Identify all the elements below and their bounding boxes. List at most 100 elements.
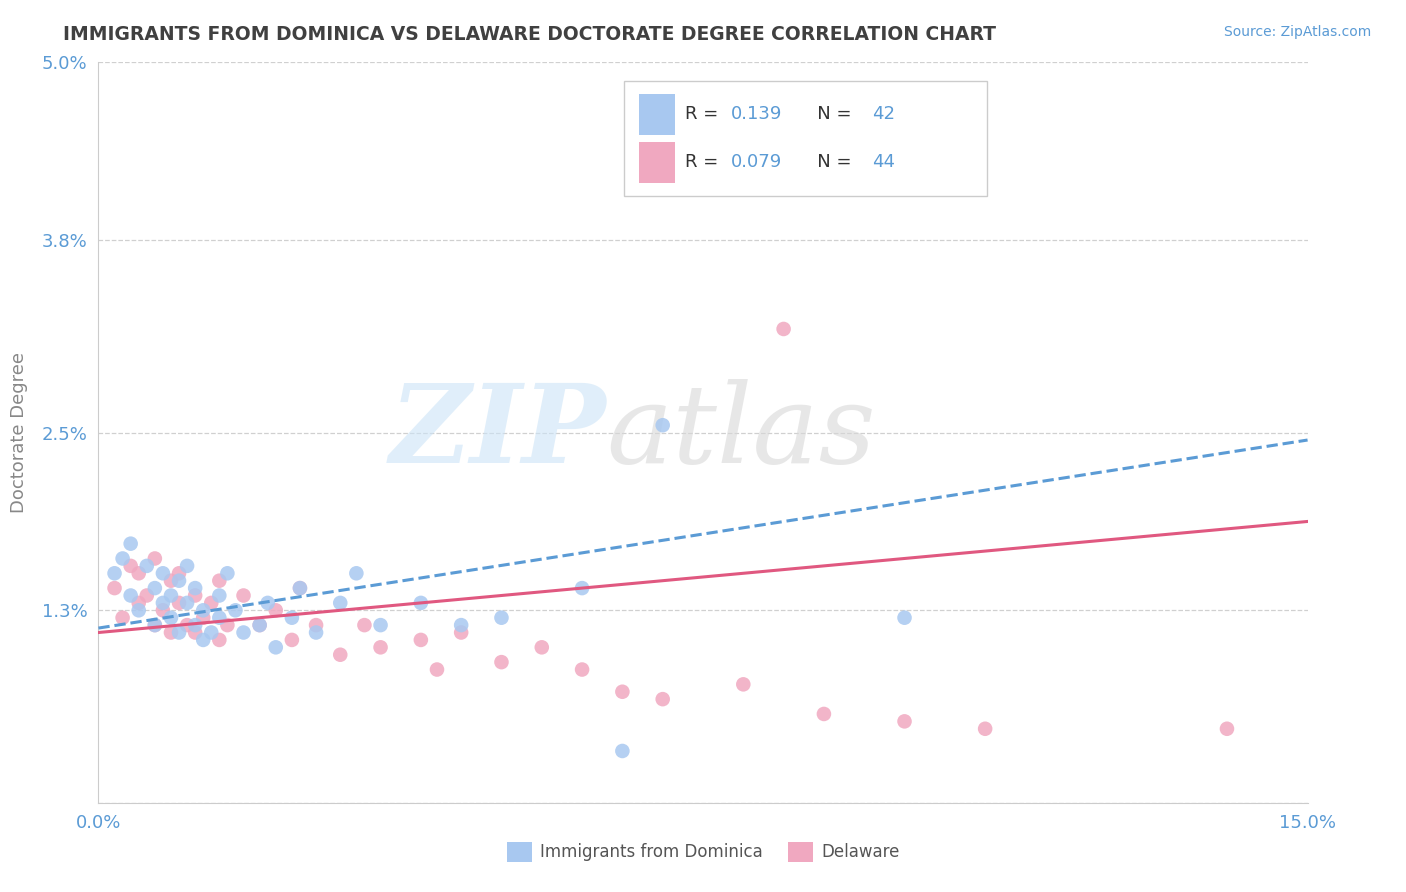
Point (612, 744, 634, 758)
FancyBboxPatch shape (624, 81, 987, 195)
Point (409, 596, 432, 610)
Point (103, 566, 125, 581)
Point (128, 603, 150, 617)
Point (305, 618, 328, 632)
Point (128, 566, 150, 581)
Point (160, 625, 183, 640)
Point (143, 618, 166, 632)
Point (329, 648, 352, 662)
Text: 0.139: 0.139 (731, 105, 782, 123)
Point (491, 610, 513, 624)
Point (200, 596, 222, 610)
FancyBboxPatch shape (638, 142, 675, 183)
Point (370, 640, 392, 655)
Text: R =: R = (685, 153, 724, 171)
Point (232, 625, 254, 640)
Text: Source: ZipAtlas.com: Source: ZipAtlas.com (1223, 25, 1371, 39)
Point (249, 618, 271, 632)
Point (264, 603, 287, 617)
Point (160, 589, 183, 603)
Point (184, 589, 207, 603)
Point (733, 677, 755, 691)
Point (281, 632, 304, 647)
Point (135, 558, 157, 573)
Text: IMMIGRANTS FROM DOMINICA VS DELAWARE DOCTORATE DEGREE CORRELATION CHART: IMMIGRANTS FROM DOMINICA VS DELAWARE DOC… (63, 25, 997, 44)
Point (128, 596, 150, 610)
Point (120, 558, 142, 573)
Point (143, 551, 166, 566)
Point (184, 618, 207, 632)
Point (651, 418, 673, 433)
Point (103, 581, 125, 595)
Point (176, 558, 198, 573)
Point (208, 574, 231, 588)
Point (1216, 722, 1239, 736)
Point (893, 714, 915, 729)
Point (217, 618, 239, 632)
Point (208, 610, 231, 624)
Point (152, 566, 174, 581)
Point (426, 663, 449, 677)
Point (217, 566, 239, 581)
Point (152, 596, 174, 610)
Point (143, 618, 166, 632)
Point (772, 322, 794, 336)
Point (612, 685, 634, 699)
Point (184, 581, 207, 595)
Text: 42: 42 (872, 105, 896, 123)
Point (143, 581, 166, 595)
Text: ZIP: ZIP (389, 379, 606, 486)
Point (256, 596, 278, 610)
Point (232, 589, 254, 603)
Text: N =: N = (800, 105, 858, 123)
Point (305, 625, 328, 640)
Point (651, 692, 673, 706)
Point (200, 625, 222, 640)
Point (208, 589, 231, 603)
Point (208, 632, 231, 647)
Point (370, 618, 392, 632)
Point (288, 581, 311, 595)
Point (450, 625, 472, 640)
Point (571, 581, 593, 595)
Point (329, 596, 352, 610)
Point (974, 722, 997, 736)
Point (224, 603, 246, 617)
Point (193, 610, 215, 624)
Text: N =: N = (800, 153, 858, 171)
Point (152, 603, 174, 617)
Text: R =: R = (685, 105, 724, 123)
Point (450, 618, 472, 632)
Point (176, 618, 198, 632)
Point (281, 610, 304, 624)
Point (409, 632, 432, 647)
Text: 0.079: 0.079 (731, 153, 782, 171)
Point (288, 581, 311, 595)
Point (184, 625, 207, 640)
Point (249, 618, 271, 632)
FancyBboxPatch shape (638, 94, 675, 135)
Point (530, 640, 553, 655)
Point (167, 625, 190, 640)
Point (120, 589, 142, 603)
Text: atlas: atlas (606, 379, 876, 486)
Point (167, 596, 190, 610)
Point (491, 655, 513, 669)
Y-axis label: Doctorate Degree: Doctorate Degree (10, 352, 28, 513)
Point (111, 610, 134, 624)
Point (353, 618, 375, 632)
Point (813, 706, 835, 721)
Text: 44: 44 (872, 153, 896, 171)
Point (193, 632, 215, 647)
Point (571, 663, 593, 677)
Point (160, 610, 183, 624)
Point (176, 596, 198, 610)
Legend: Immigrants from Dominica, Delaware: Immigrants from Dominica, Delaware (501, 835, 905, 869)
Point (344, 566, 367, 581)
Point (264, 640, 287, 655)
Point (893, 610, 915, 624)
Point (160, 574, 183, 588)
Point (135, 589, 157, 603)
Point (120, 536, 142, 550)
Point (167, 574, 190, 588)
